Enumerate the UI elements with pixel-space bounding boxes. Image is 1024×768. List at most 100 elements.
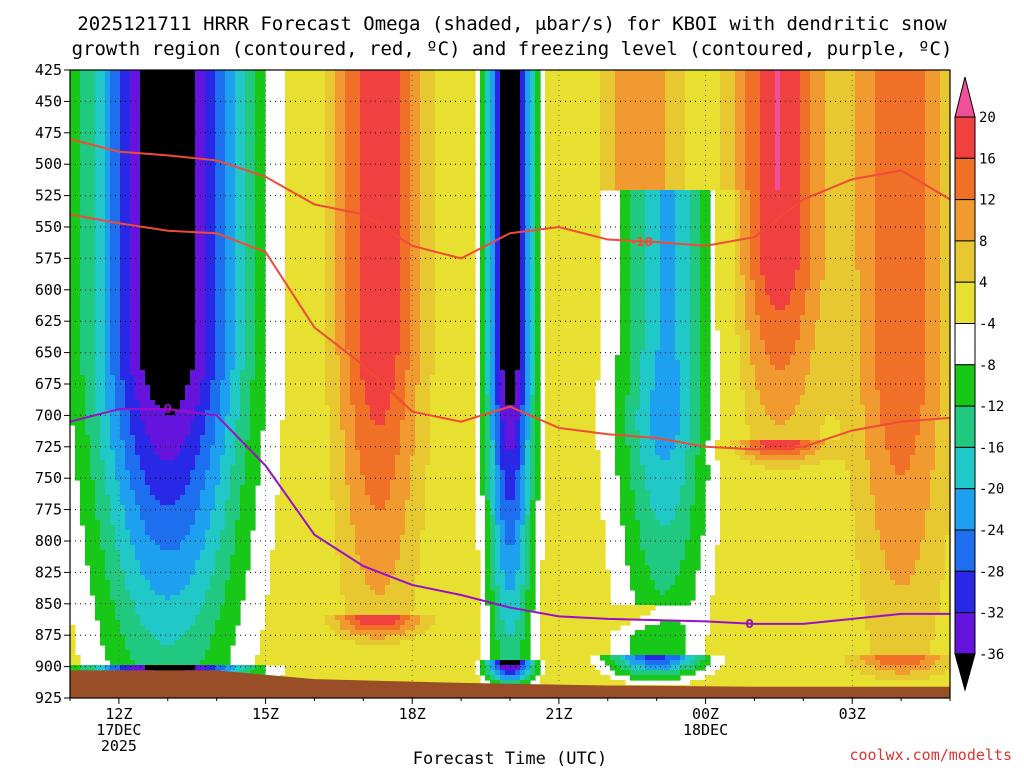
omega-cell xyxy=(145,370,151,376)
omega-cell xyxy=(240,510,246,516)
omega-cell xyxy=(100,455,106,461)
omega-cell xyxy=(215,150,221,156)
omega-cell xyxy=(240,175,246,181)
omega-cell xyxy=(210,445,216,451)
omega-cell xyxy=(80,70,86,76)
omega-cell xyxy=(295,100,301,106)
omega-cell xyxy=(170,200,176,206)
omega-cell xyxy=(145,435,151,441)
omega-cell xyxy=(240,170,246,176)
omega-cell xyxy=(175,445,181,451)
omega-cell xyxy=(80,200,86,206)
omega-cell xyxy=(165,565,171,571)
omega-cell xyxy=(125,420,131,426)
omega-cell xyxy=(270,650,276,656)
omega-cell xyxy=(140,265,146,271)
omega-cell xyxy=(175,145,181,151)
omega-cell xyxy=(80,380,86,386)
omega-cell xyxy=(205,245,211,251)
omega-cell xyxy=(120,135,126,141)
omega-cell xyxy=(150,195,156,201)
omega-cell xyxy=(110,130,116,136)
omega-cell xyxy=(105,325,111,331)
omega-cell xyxy=(260,295,266,301)
omega-cell xyxy=(175,595,181,601)
omega-cell xyxy=(245,120,251,126)
omega-cell xyxy=(80,420,86,426)
omega-cell xyxy=(155,235,161,241)
omega-cell xyxy=(215,440,221,446)
omega-cell xyxy=(235,250,241,256)
omega-cell xyxy=(115,205,121,211)
omega-cell xyxy=(75,280,81,286)
omega-cell xyxy=(110,110,116,116)
omega-cell xyxy=(75,190,81,196)
omega-cell xyxy=(70,225,76,231)
omega-cell xyxy=(115,635,121,641)
omega-cell xyxy=(290,80,296,86)
omega-cell xyxy=(275,510,281,516)
omega-cell xyxy=(135,320,141,326)
omega-cell xyxy=(205,105,211,111)
omega-cell xyxy=(70,215,76,221)
omega-cell xyxy=(235,370,241,376)
omega-cell xyxy=(130,575,136,581)
omega-cell xyxy=(235,85,241,91)
omega-cell xyxy=(100,100,106,106)
omega-cell xyxy=(245,290,251,296)
omega-cell xyxy=(110,270,116,276)
omega-cell xyxy=(70,635,76,641)
omega-cell xyxy=(155,595,161,601)
omega-cell xyxy=(225,115,231,121)
omega-cell xyxy=(165,245,171,251)
omega-cell xyxy=(150,125,156,131)
omega-cell xyxy=(225,260,231,266)
omega-cell xyxy=(145,315,151,321)
omega-cell xyxy=(255,440,261,446)
omega-cell xyxy=(260,155,266,161)
omega-cell xyxy=(240,385,246,391)
omega-cell xyxy=(250,310,256,316)
omega-cell xyxy=(160,315,166,321)
omega-cell xyxy=(170,555,176,561)
omega-cell xyxy=(80,330,86,336)
omega-cell xyxy=(165,290,171,296)
omega-cell xyxy=(195,305,201,311)
omega-cell xyxy=(275,500,281,506)
omega-cell xyxy=(110,195,116,201)
omega-cell xyxy=(180,545,186,551)
omega-cell xyxy=(185,655,191,661)
omega-cell xyxy=(215,605,221,611)
omega-cell xyxy=(160,525,166,531)
omega-cell xyxy=(135,445,141,451)
omega-cell xyxy=(205,260,211,266)
omega-cell xyxy=(85,390,91,396)
omega-cell xyxy=(85,185,91,191)
omega-cell xyxy=(185,400,191,406)
omega-cell xyxy=(115,160,121,166)
omega-cell xyxy=(80,375,86,381)
omega-cell xyxy=(245,260,251,266)
omega-cell xyxy=(200,110,206,116)
omega-cell xyxy=(150,600,156,606)
omega-cell xyxy=(95,120,101,126)
omega-cell xyxy=(130,405,136,411)
omega-cell xyxy=(75,400,81,406)
omega-cell xyxy=(185,620,191,626)
omega-cell xyxy=(100,380,106,386)
omega-cell xyxy=(145,475,151,481)
omega-cell xyxy=(145,305,151,311)
omega-cell xyxy=(190,425,196,431)
omega-cell xyxy=(150,245,156,251)
omega-cell xyxy=(165,605,171,611)
omega-cell xyxy=(130,600,136,606)
omega-cell xyxy=(110,590,116,596)
omega-cell xyxy=(225,225,231,231)
omega-cell xyxy=(220,480,226,486)
omega-cell xyxy=(100,190,106,196)
omega-cell xyxy=(190,540,196,546)
omega-cell xyxy=(190,485,196,491)
omega-cell xyxy=(190,110,196,116)
omega-cell xyxy=(200,510,206,516)
omega-cell xyxy=(225,620,231,626)
